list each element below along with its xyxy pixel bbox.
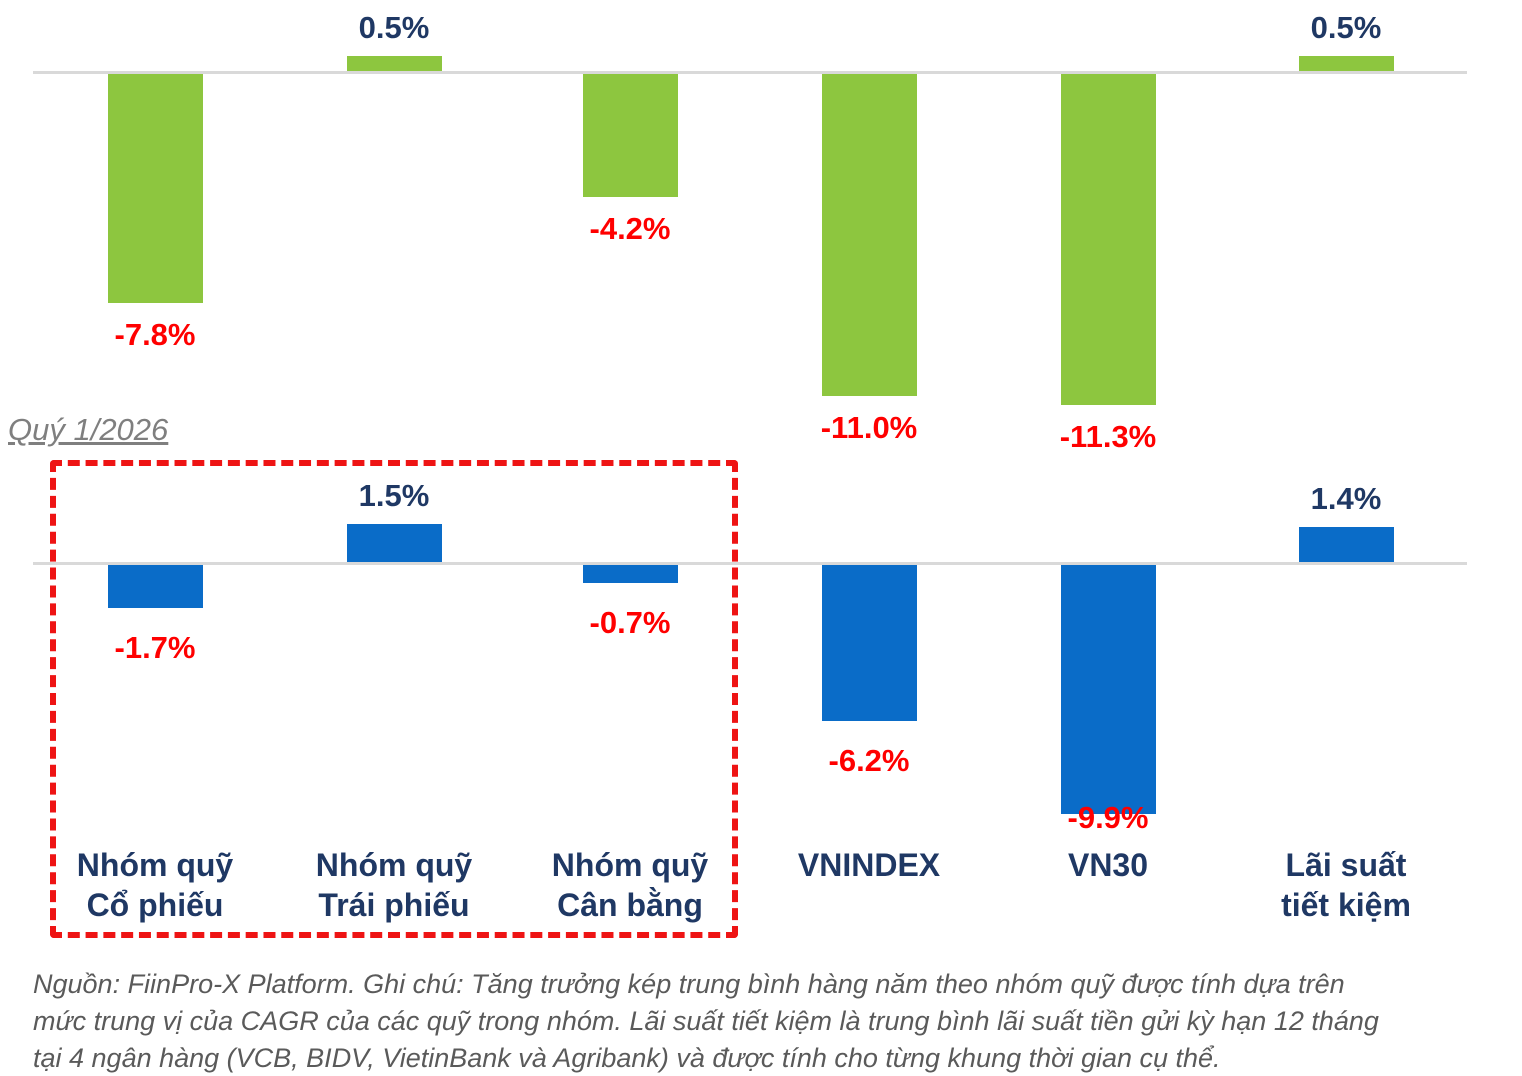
category-label-1: Nhóm quỹ Trái phiếu bbox=[244, 845, 544, 925]
category-label-line: Cân bằng bbox=[557, 887, 703, 923]
value-label-long-term-green-series-1: 0.5% bbox=[358, 10, 430, 46]
category-label-3: VNINDEX bbox=[719, 845, 1019, 885]
bar-long-term-green-series-2 bbox=[582, 74, 678, 198]
bar-quy-1-2026-blue-series-2 bbox=[582, 565, 678, 583]
value-label-quy-1-2026-blue-series-2: -0.7% bbox=[589, 604, 671, 640]
category-label-line: VN30 bbox=[1067, 847, 1149, 883]
bar-quy-1-2026-blue-series-3 bbox=[821, 565, 917, 722]
footnote-line-1: Nguồn: FiinPro-X Platform. Ghi chú: Tăng… bbox=[33, 969, 1345, 999]
value-label-quy-1-2026-blue-series-1: 1.5% bbox=[358, 478, 430, 514]
period-label: Quý 1/2026 bbox=[8, 412, 169, 447]
category-label-line: Trái phiếu bbox=[318, 887, 470, 923]
highlight-box bbox=[50, 460, 738, 938]
category-label-0: Nhóm quỹ Cổ phiếu bbox=[5, 845, 305, 925]
value-label-quy-1-2026-blue-series-5: 1.4% bbox=[1310, 480, 1382, 516]
bar-long-term-green-series-5 bbox=[1298, 56, 1394, 71]
category-label-5: Lãi suất tiết kiệm bbox=[1196, 845, 1496, 925]
footnote-line-2: mức trung vị của CAGR của các quỹ trong … bbox=[33, 1006, 1379, 1036]
category-label-line: tiết kiệm bbox=[1281, 887, 1411, 923]
zero-axis-line bbox=[33, 71, 1467, 74]
bar-long-term-green-series-4 bbox=[1060, 74, 1156, 406]
value-label-long-term-green-series-0: -7.8% bbox=[114, 316, 196, 352]
bar-long-term-green-series-3 bbox=[821, 74, 917, 397]
category-label-line: Nhóm quỹ bbox=[551, 847, 709, 883]
bar-long-term-green-series-1 bbox=[346, 56, 442, 71]
category-label-line: Cổ phiếu bbox=[86, 887, 224, 923]
category-label-line: Nhóm quỹ bbox=[76, 847, 234, 883]
footnote-line-3: tại 4 ngân hàng (VCB, BIDV, VietinBank v… bbox=[33, 1043, 1221, 1073]
category-label-line: VNINDEX bbox=[797, 847, 941, 883]
bar-long-term-green-series-0 bbox=[107, 74, 203, 303]
footnote: Nguồn: FiinPro-X Platform. Ghi chú: Tăng… bbox=[33, 966, 1379, 1076]
bar-quy-1-2026-blue-series-1 bbox=[346, 524, 442, 562]
value-label-quy-1-2026-blue-series-0: -1.7% bbox=[114, 629, 196, 665]
bar-quy-1-2026-blue-series-0 bbox=[107, 565, 203, 608]
category-label-4: VN30 bbox=[958, 845, 1258, 885]
value-label-quy-1-2026-blue-series-3: -6.2% bbox=[828, 743, 910, 779]
value-label-quy-1-2026-blue-series-4: -9.9% bbox=[1067, 800, 1149, 835]
category-label-2: Nhóm quỹ Cân bằng bbox=[480, 845, 780, 925]
category-label-line: Nhóm quỹ bbox=[315, 847, 473, 883]
bar-quy-1-2026-blue-series-5 bbox=[1298, 526, 1394, 562]
bar-quy-1-2026-blue-series-4 bbox=[1060, 565, 1156, 815]
value-label-long-term-green-series-2: -4.2% bbox=[589, 211, 671, 247]
value-label-long-term-green-series-4: -11.3% bbox=[1059, 419, 1157, 455]
value-label-long-term-green-series-3: -11.0% bbox=[820, 410, 918, 446]
value-label-long-term-green-series-5: 0.5% bbox=[1310, 10, 1382, 46]
category-label-line: Lãi suất bbox=[1285, 847, 1407, 883]
zero-axis-line bbox=[33, 562, 1467, 565]
